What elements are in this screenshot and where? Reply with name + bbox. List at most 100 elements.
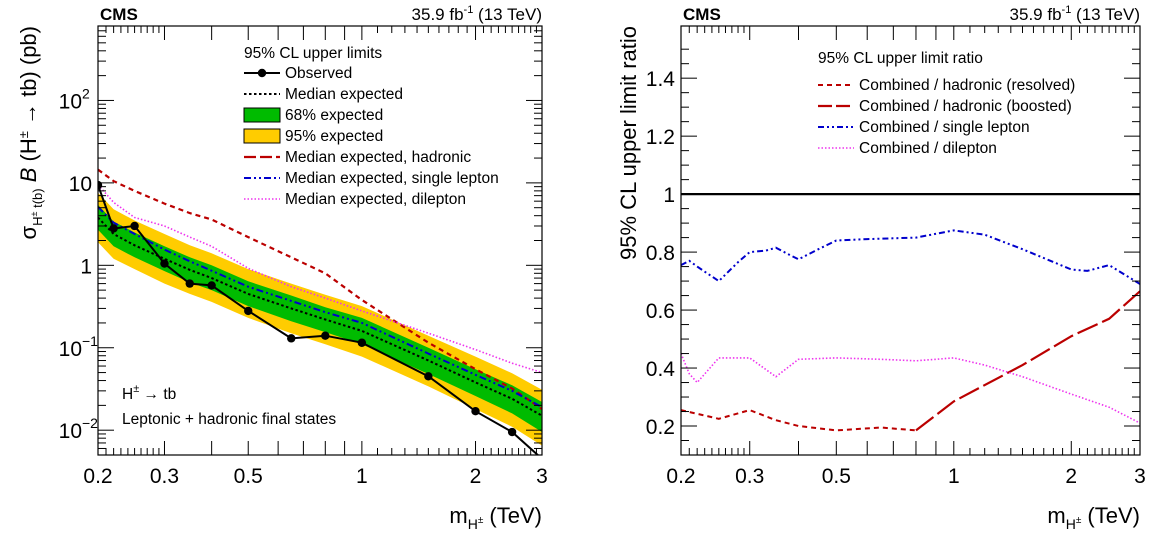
legend-label-median: Median expected [285, 86, 403, 103]
line-combined-hadronic-resolved [681, 409, 917, 432]
x-tick-label: 0.5 [234, 465, 263, 488]
y-tick-label: 0.6 [646, 300, 675, 323]
y-tick-label: 1.4 [646, 68, 676, 91]
y-tick-exponent: −2 [82, 415, 98, 431]
annotation-decay: → tb [139, 386, 176, 403]
legend-right: 95% CL upper limit ratio Combined / hadro… [818, 50, 1075, 157]
legend-label-band95: 95% expected [285, 128, 383, 145]
lumi-label: 35.9 fb-1 (13 TeV) [412, 4, 542, 24]
legend-label-band68: 68% expected [285, 107, 383, 124]
y-label-sub: H [30, 216, 45, 225]
legend-label-hadronic: Median expected, hadronic [285, 149, 471, 166]
plot-frame [680, 25, 1141, 456]
y-label-sigma: σ [16, 225, 41, 239]
legend-marker-observed [257, 68, 267, 78]
x-label-unit: (TeV) [1081, 503, 1140, 528]
line-observed [98, 184, 540, 455]
line-single-lepton-expected [98, 206, 542, 409]
line-hadronic-expected [98, 168, 542, 411]
observed-point [244, 306, 253, 316]
annotation-process: H± → tb [122, 383, 176, 403]
observed-point [160, 259, 169, 268]
legend-swatch-band95 [243, 128, 281, 144]
y-tick-label: 1 [80, 255, 92, 278]
y-tick-exponent: −1 [82, 333, 98, 349]
x-label-sub: H [1066, 516, 1076, 532]
y-tick-base: 10 [59, 420, 82, 443]
x-tick-label: 2 [1065, 465, 1077, 488]
x-tick-label: 0.2 [666, 465, 695, 488]
y-tick-label: 1 [663, 184, 675, 207]
y-tick-base: 1 [80, 255, 92, 278]
x-tick-label: 0.2 [83, 465, 112, 488]
x-label-symbol: m [1047, 503, 1065, 528]
x-label-symbol: m [449, 503, 467, 528]
annotation-h: H [122, 386, 133, 403]
x-tick-label: 1 [356, 465, 368, 488]
annotation-h-sup: ± [133, 383, 139, 395]
y-axis-label: σH± t(b) B (H± → tb) (pb) [16, 26, 45, 239]
plot-area-1 [98, 168, 542, 455]
legend-label-observed: Observed [285, 65, 352, 82]
line-median-expected [98, 216, 542, 417]
energy-value: (13 TeV) [1071, 5, 1140, 24]
y-label-process: (H [16, 138, 41, 167]
legend-title: 95% CL upper limits [244, 45, 382, 62]
y-label-process-sup: ± [16, 131, 31, 138]
line-combined-dilepton [681, 353, 1140, 424]
y-tick-base: 10 [69, 173, 92, 196]
observed-point [207, 281, 216, 290]
x-label-unit: (TeV) [483, 503, 542, 528]
experiment-label: CMS [683, 5, 721, 24]
observed-point [185, 279, 194, 288]
y-tick-label: 10 [59, 90, 82, 113]
line-combined-hadronic-boosted [915, 290, 1140, 432]
annotation-final-states: Leptonic + hadronic final states [122, 411, 336, 428]
legend-left: 95% CL upper limits Observed Median expect… [243, 45, 499, 208]
x-label-sub-sup: ± [1076, 515, 1082, 526]
observed-point [507, 427, 517, 437]
y-tick-exponent: 2 [82, 85, 90, 101]
observed-point [424, 372, 433, 381]
y-label-process-rest: → tb) (pb) [16, 26, 41, 131]
x-label-sub: H [468, 516, 478, 532]
x-tick-label: 0.3 [150, 465, 179, 488]
x-tick-label: 0.5 [822, 465, 851, 488]
y-tick-label: 0.8 [646, 242, 675, 265]
y-axis-label: 95% CL upper limit ratio [616, 26, 641, 260]
observed-point [321, 331, 330, 340]
legend-swatch-band68 [243, 107, 281, 123]
x-axis-label: mH± (TeV) [449, 503, 542, 532]
x-tick-label: 3 [1134, 465, 1146, 488]
legend-label-single_lepton: Median expected, single lepton [285, 170, 499, 187]
plot-area-2 [681, 193, 1140, 432]
legend-label-resolved: Combined / hadronic (resolved) [859, 77, 1075, 94]
x-tick-label: 0.3 [735, 465, 764, 488]
legend-label-dilepton: Median expected, dilepton [285, 191, 466, 208]
y-tick-label: 10 [69, 173, 92, 196]
line-combined-single-lepton [681, 229, 1140, 285]
y-label-sub-sup: ± [29, 211, 39, 216]
right-panel: 0.2 0.3 0.5 1 2 3 CMS 35.9 fb-1 (13 TeV) mH± (Te… [616, 4, 1146, 532]
observed-point [357, 338, 367, 347]
observed-point [287, 334, 296, 343]
x-tick-label: 1 [948, 465, 960, 488]
y-tick-label: 0.2 [646, 416, 675, 439]
y-tick-label: 10 [59, 420, 82, 443]
x-label-sub-sup: ± [478, 515, 484, 526]
lumi-unit-exponent: -1 [1062, 4, 1072, 16]
x-tick-label: 2 [470, 465, 482, 488]
experiment-label: CMS [100, 5, 138, 24]
y-label-sub2: t(b) [30, 188, 45, 211]
energy-value: (13 TeV) [473, 5, 542, 24]
legend-label-single_lepton: Combined / single lepton [859, 119, 1030, 136]
y-tick-label: 10 [59, 338, 82, 361]
lumi-label: 35.9 fb-1 (13 TeV) [1010, 4, 1140, 24]
lumi-unit-exponent: -1 [464, 4, 474, 16]
lumi-value: 35.9 fb [1010, 5, 1062, 24]
observed-point [130, 221, 139, 231]
legend-label-dilepton: Combined / dilepton [859, 140, 997, 157]
x-axis-label: mH± (TeV) [1047, 503, 1140, 532]
